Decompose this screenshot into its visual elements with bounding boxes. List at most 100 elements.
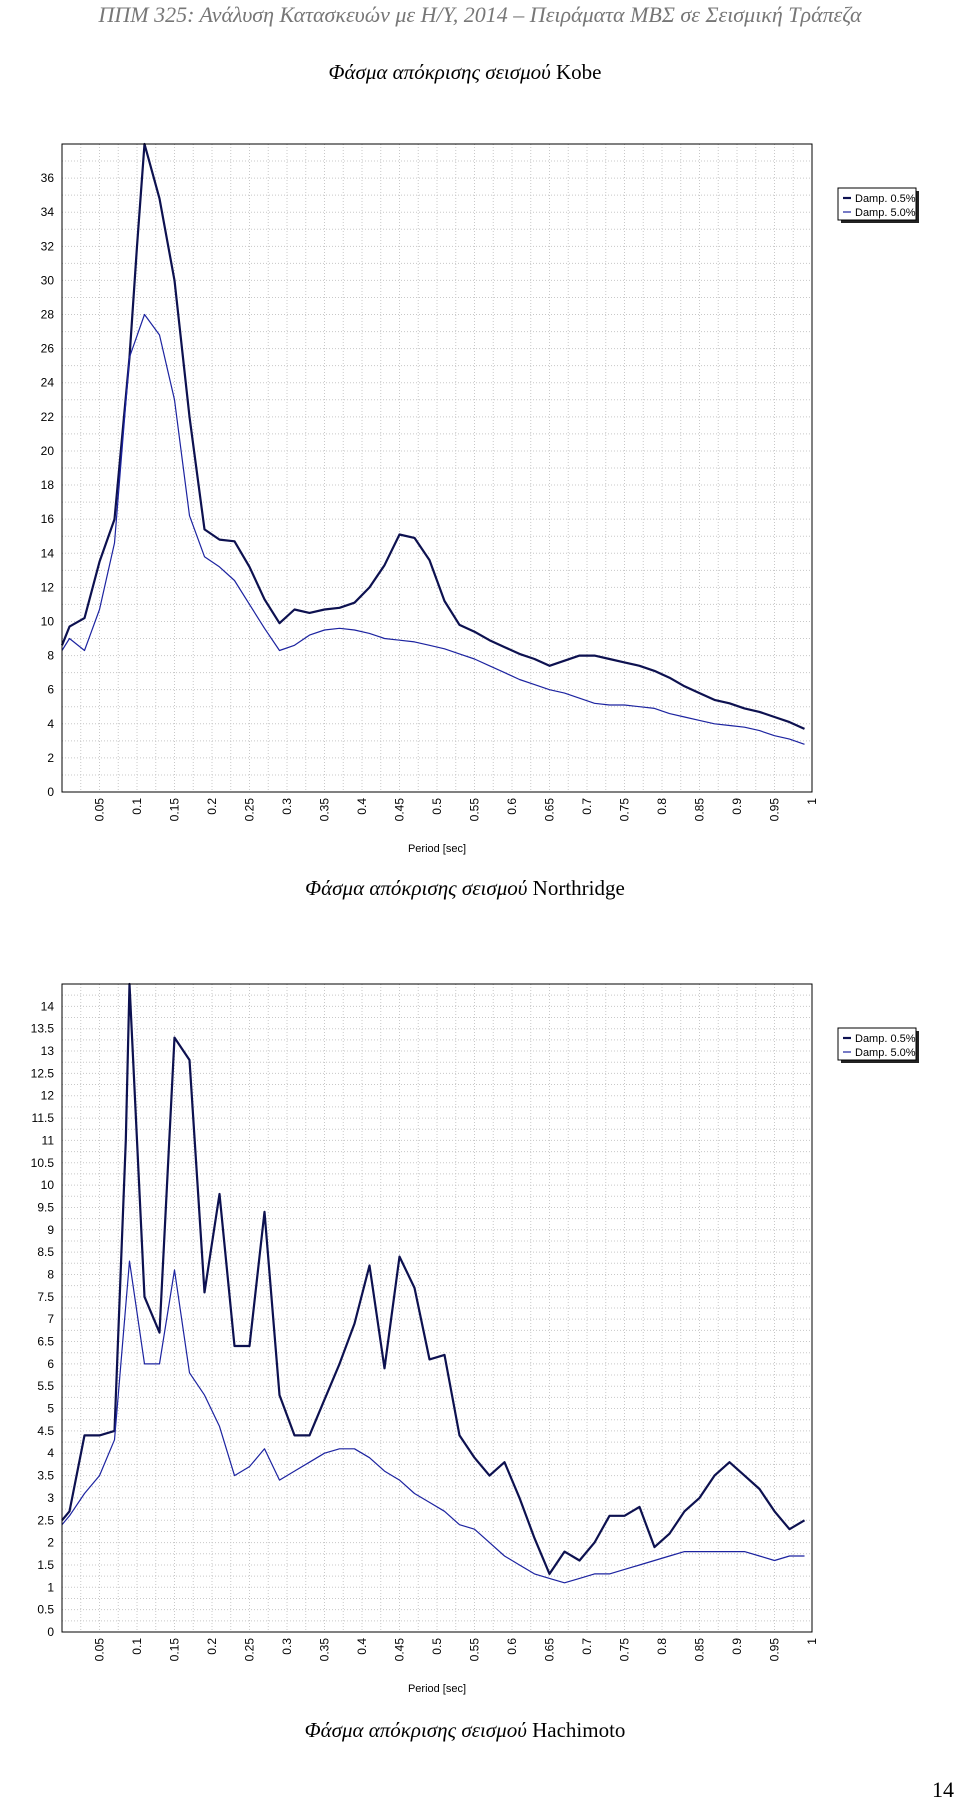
x-tick-label: 0.45: [393, 1638, 407, 1662]
x-tick-label: 0.05: [93, 1638, 107, 1662]
legend-entry: Damp. 0.5%: [855, 193, 916, 205]
x-tick-label: 0.2: [205, 798, 219, 815]
y-tick-label: 12: [41, 1089, 55, 1103]
y-tick-label: 4: [47, 717, 54, 731]
x-axis-label: Period [sec]: [408, 1683, 466, 1695]
caption-earthquake-name: Northridge: [532, 876, 625, 900]
x-tick-label: 0.95: [768, 1638, 782, 1662]
figure-caption-northridge: Φάσμα απόκρισης σεισμού Northridge: [0, 876, 930, 901]
x-tick-label: 0.3: [280, 798, 294, 815]
x-tick-label: 0.55: [468, 1638, 482, 1662]
x-tick-label: 0.7: [580, 1638, 594, 1655]
y-tick-label: 9: [47, 1223, 54, 1237]
series-line-damp-5-0: [61, 313, 805, 745]
legend-box: [837, 187, 917, 221]
x-tick-label: 0.1: [130, 798, 144, 815]
caption-earthquake-name: Hachimoto: [532, 1718, 626, 1742]
series-line-damp-0-5: [61, 982, 806, 1576]
y-tick-label: 11.5: [32, 1111, 55, 1125]
x-tick-label: 1: [805, 1638, 819, 1645]
plot-frame: [61, 143, 813, 793]
y-tick-label: 18: [41, 478, 55, 492]
northridge-spectrum-chart: 00.511.522.533.544.555.566.577.588.599.5…: [31, 982, 919, 1695]
x-tick-label: 0.8: [655, 1638, 669, 1655]
x-tick-label: 0.75: [618, 1638, 632, 1662]
y-tick-label: 2: [47, 751, 54, 765]
y-tick-label: 1.5: [37, 1558, 54, 1572]
y-tick-label: 5.5: [37, 1379, 54, 1393]
y-tick-label: 3.5: [37, 1469, 54, 1483]
x-tick-label: 0.6: [505, 798, 519, 815]
y-tick-label: 6: [47, 683, 54, 697]
x-tick-label: 0.85: [693, 1638, 707, 1662]
y-tick-label: 10.5: [31, 1156, 55, 1170]
x-tick-label: 0.3: [280, 1638, 294, 1655]
y-tick-label: 14: [41, 999, 55, 1013]
caption-prefix: Φάσμα απόκρισης σεισμού: [305, 876, 528, 900]
x-tick-label: 0.9: [730, 1638, 744, 1655]
x-tick-label: 0.5: [430, 798, 444, 815]
y-tick-label: 9.5: [37, 1200, 54, 1214]
caption-earthquake-name: Kobe: [556, 60, 602, 84]
legend-entry: Damp. 0.5%: [855, 1033, 916, 1045]
x-tick-label: 0.75: [618, 798, 632, 822]
x-tick-label: 0.85: [693, 798, 707, 822]
y-tick-label: 0.5: [37, 1603, 54, 1617]
y-tick-label: 4: [47, 1446, 54, 1460]
figure-caption-hachimoto: Φάσμα απόκρισης σεισμού Hachimoto: [0, 1718, 930, 1743]
x-tick-label: 0.4: [355, 1638, 369, 1655]
x-tick-label: 0.9: [730, 798, 744, 815]
chart-legend: Damp. 0.5% Damp. 5.0%: [837, 1027, 919, 1063]
y-tick-label: 10: [41, 614, 55, 628]
y-tick-label: 8.5: [37, 1245, 54, 1259]
y-tick-label: 3: [47, 1491, 54, 1505]
x-tick-label: 0.1: [130, 1638, 144, 1655]
y-tick-label: 8: [47, 649, 54, 663]
y-tick-label: 12: [41, 580, 55, 594]
chart-legend: Damp. 0.5% Damp. 5.0%: [837, 187, 919, 223]
y-tick-label: 5: [47, 1402, 54, 1416]
y-tick-label: 22: [41, 410, 55, 424]
y-tick-label: 26: [41, 342, 55, 356]
y-tick-label: 7: [47, 1312, 54, 1326]
y-tick-label: 16: [41, 512, 55, 526]
figure-caption-kobe: Φάσμα απόκρισης σεισμού Kobe: [0, 60, 930, 85]
x-axis-label: Period [sec]: [408, 843, 466, 855]
page-header: ΠΠΜ 325: Ανάλυση Κατασκευών με Η/Υ, 2014…: [98, 2, 862, 27]
x-tick-label: 0.8: [655, 798, 669, 815]
y-tick-label: 6.5: [37, 1335, 54, 1349]
x-tick-label: 0.65: [543, 1638, 557, 1662]
legend-entry: Damp. 5.0%: [855, 207, 916, 219]
page-number: 14: [932, 1777, 954, 1802]
y-tick-label: 13.5: [31, 1022, 55, 1036]
y-tick-label: 10: [41, 1178, 55, 1192]
x-tick-label: 0.95: [768, 798, 782, 822]
x-tick-label: 0.2: [205, 1638, 219, 1655]
x-tick-label: 0.4: [355, 798, 369, 815]
x-tick-label: 0.6: [505, 1638, 519, 1655]
y-tick-label: 14: [41, 546, 55, 560]
series-line-damp-0-5: [60, 142, 805, 730]
y-tick-label: 4.5: [37, 1424, 54, 1438]
y-tick-label: 32: [41, 239, 55, 253]
x-tick-label: 0.5: [430, 1638, 444, 1655]
x-tick-label: 0.25: [243, 1638, 257, 1662]
y-tick-label: 11: [42, 1133, 55, 1147]
y-tick-label: 20: [41, 444, 55, 458]
y-tick-label: 12.5: [31, 1066, 55, 1080]
y-tick-label: 0: [47, 785, 54, 799]
legend-box: [837, 1027, 917, 1061]
x-tick-label: 0.25: [243, 798, 257, 822]
x-tick-label: 0.35: [318, 798, 332, 822]
x-tick-label: 0.65: [543, 798, 557, 822]
series-line-damp-5-0: [61, 1260, 805, 1584]
y-tick-label: 6: [47, 1357, 54, 1371]
y-tick-label: 8: [47, 1267, 54, 1281]
y-tick-label: 34: [41, 205, 55, 219]
x-tick-label: 0.15: [168, 1638, 182, 1662]
caption-prefix: Φάσμα απόκρισης σεισμού: [328, 60, 551, 84]
caption-prefix: Φάσμα απόκρισης σεισμού: [304, 1718, 527, 1742]
y-tick-label: 30: [41, 273, 55, 287]
x-tick-label: 0.45: [393, 798, 407, 822]
x-tick-label: 0.55: [468, 798, 482, 822]
